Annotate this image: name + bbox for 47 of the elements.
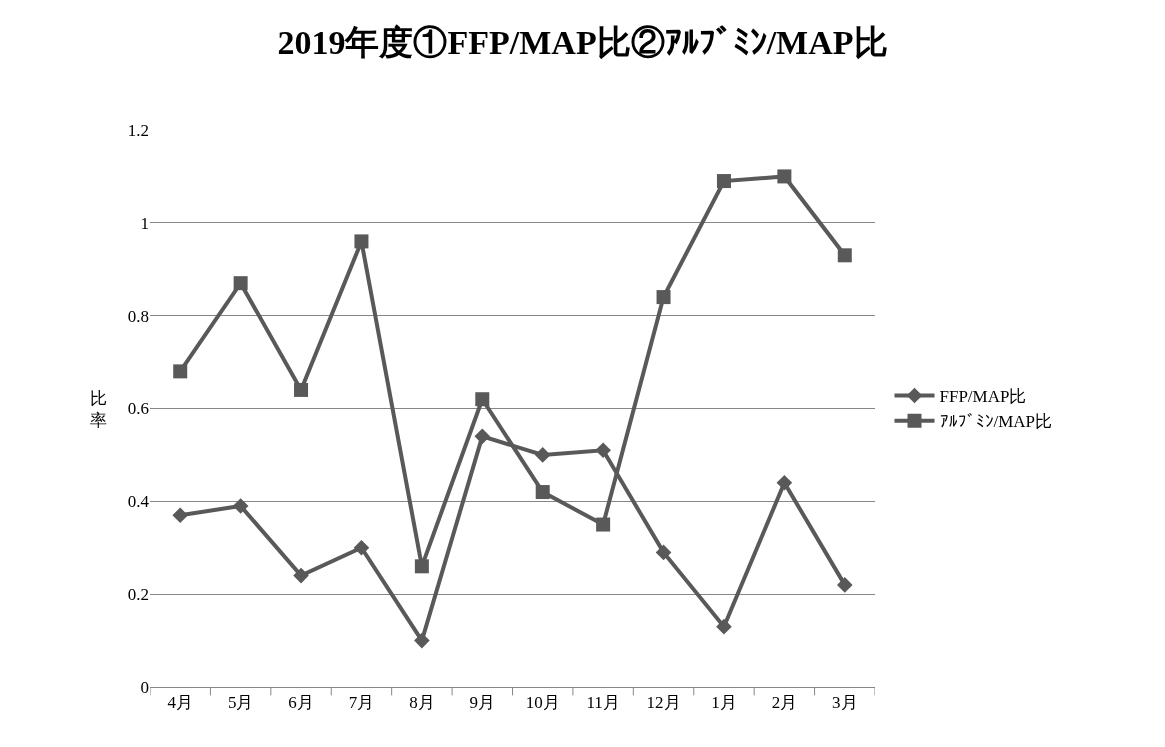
point [776, 474, 793, 491]
y-axis-title: 比率 [90, 388, 107, 431]
y-tick-label: 0.4 [127, 492, 150, 512]
point [535, 485, 550, 500]
y-tick-label: 0.8 [127, 306, 149, 326]
x-tick-label: 4月 [167, 693, 193, 713]
point [475, 392, 490, 407]
x-tick-label: 2月 [771, 693, 798, 713]
point [837, 248, 852, 263]
x-tick-label: 9月 [469, 693, 496, 713]
point [596, 517, 611, 532]
x-tick-label: 10月 [525, 693, 560, 713]
point [777, 169, 792, 184]
x-tick-label: 8月 [409, 693, 435, 713]
x-tick-label: 11月 [586, 693, 620, 713]
y-tick-label: 1 [140, 213, 149, 233]
point [716, 174, 731, 189]
x-tick-label: 5月 [227, 693, 254, 713]
x-tick-label: 3月 [832, 693, 858, 713]
y-tick-label: 0 [140, 677, 149, 697]
point [232, 498, 249, 514]
point [534, 447, 551, 463]
x-tick-label: 6月 [288, 693, 314, 713]
point [293, 567, 309, 584]
point [836, 577, 853, 593]
point [474, 428, 491, 445]
x-tick-label: 12月 [646, 693, 681, 713]
point [656, 290, 671, 305]
point [414, 559, 429, 574]
point [354, 234, 369, 249]
point [172, 507, 189, 524]
point [353, 539, 370, 556]
chart-title: 2019年度①FFP/MAP比②ｱﾙﾌﾞﾐﾝ/MAP比 [277, 23, 888, 61]
legend-label: ｱﾙﾌﾞﾐﾝ/MAP比 [939, 412, 1053, 432]
x-tick-label: 7月 [348, 693, 375, 713]
point [233, 276, 248, 291]
point [655, 544, 672, 561]
point [716, 618, 732, 635]
point [414, 632, 430, 649]
y-tick-label: 1.2 [127, 120, 149, 140]
point [595, 442, 611, 459]
point [173, 364, 188, 379]
point [294, 382, 309, 397]
legend-label: FFP/MAP比 [939, 387, 1027, 407]
x-tick-label: 1月 [711, 693, 737, 713]
y-tick-label: 0.2 [127, 585, 149, 605]
y-tick-label: 0.6 [127, 399, 149, 419]
